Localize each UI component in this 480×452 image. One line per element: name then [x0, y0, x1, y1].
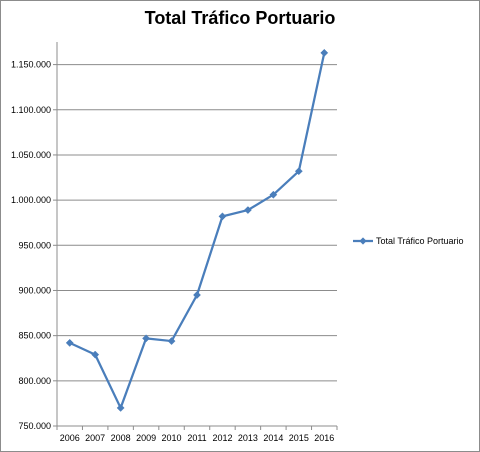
- y-axis-ticks: 750.000 800.000 850.000 900.000 950.000 1.000…: [11, 60, 57, 431]
- data-point-marker: [193, 291, 201, 299]
- y-tick-label: 950.000: [18, 240, 51, 250]
- x-tick-label: 2014: [263, 433, 283, 443]
- x-tick-label: 2008: [111, 433, 131, 443]
- x-tick-label: 2006: [60, 433, 80, 443]
- data-point-marker: [142, 334, 151, 343]
- y-tick-label: 1.150.000: [11, 60, 51, 70]
- data-point-marker: [167, 337, 176, 346]
- y-tick-label: 1.000.000: [11, 195, 51, 205]
- y-tick-label: 1.100.000: [11, 105, 51, 115]
- chart-title: Total Tráfico Portuario: [144, 8, 336, 28]
- y-tick-label: 900.000: [18, 285, 51, 295]
- x-tick-label: 2015: [289, 433, 309, 443]
- y-tick-label: 750.000: [18, 421, 51, 431]
- legend: Total Tráfico Portuario: [353, 236, 464, 246]
- data-point-marker: [218, 212, 227, 221]
- x-tick-label: 2009: [136, 433, 156, 443]
- data-series: [65, 48, 329, 412]
- x-tick-label: 2013: [238, 433, 258, 443]
- gridlines: [57, 64, 337, 427]
- x-tick-label: 2012: [212, 433, 232, 443]
- y-tick-label: 850.000: [18, 331, 51, 341]
- y-tick-label: 1.050.000: [11, 150, 51, 160]
- axes: [56, 42, 337, 427]
- data-point-marker: [269, 190, 278, 199]
- data-point-marker: [65, 338, 74, 347]
- x-tick-label: 2010: [162, 433, 182, 443]
- data-point-marker: [91, 350, 100, 359]
- legend-label: Total Tráfico Portuario: [376, 236, 464, 246]
- data-point-marker: [320, 48, 329, 57]
- series-line: [69, 52, 326, 410]
- data-point-marker: [243, 206, 252, 215]
- data-point-marker: [294, 167, 303, 176]
- x-tick-label: 2016: [314, 433, 334, 443]
- x-tick-label: 2011: [187, 433, 206, 443]
- legend-marker: [359, 237, 367, 245]
- x-tick-label: 2007: [85, 433, 105, 443]
- x-axis-ticks: 2006 2007 2008 2009 2010 2011 2012 2013 2014 2015…: [56, 426, 338, 443]
- y-tick-label: 800.000: [18, 376, 51, 386]
- data-point-marker: [116, 403, 125, 412]
